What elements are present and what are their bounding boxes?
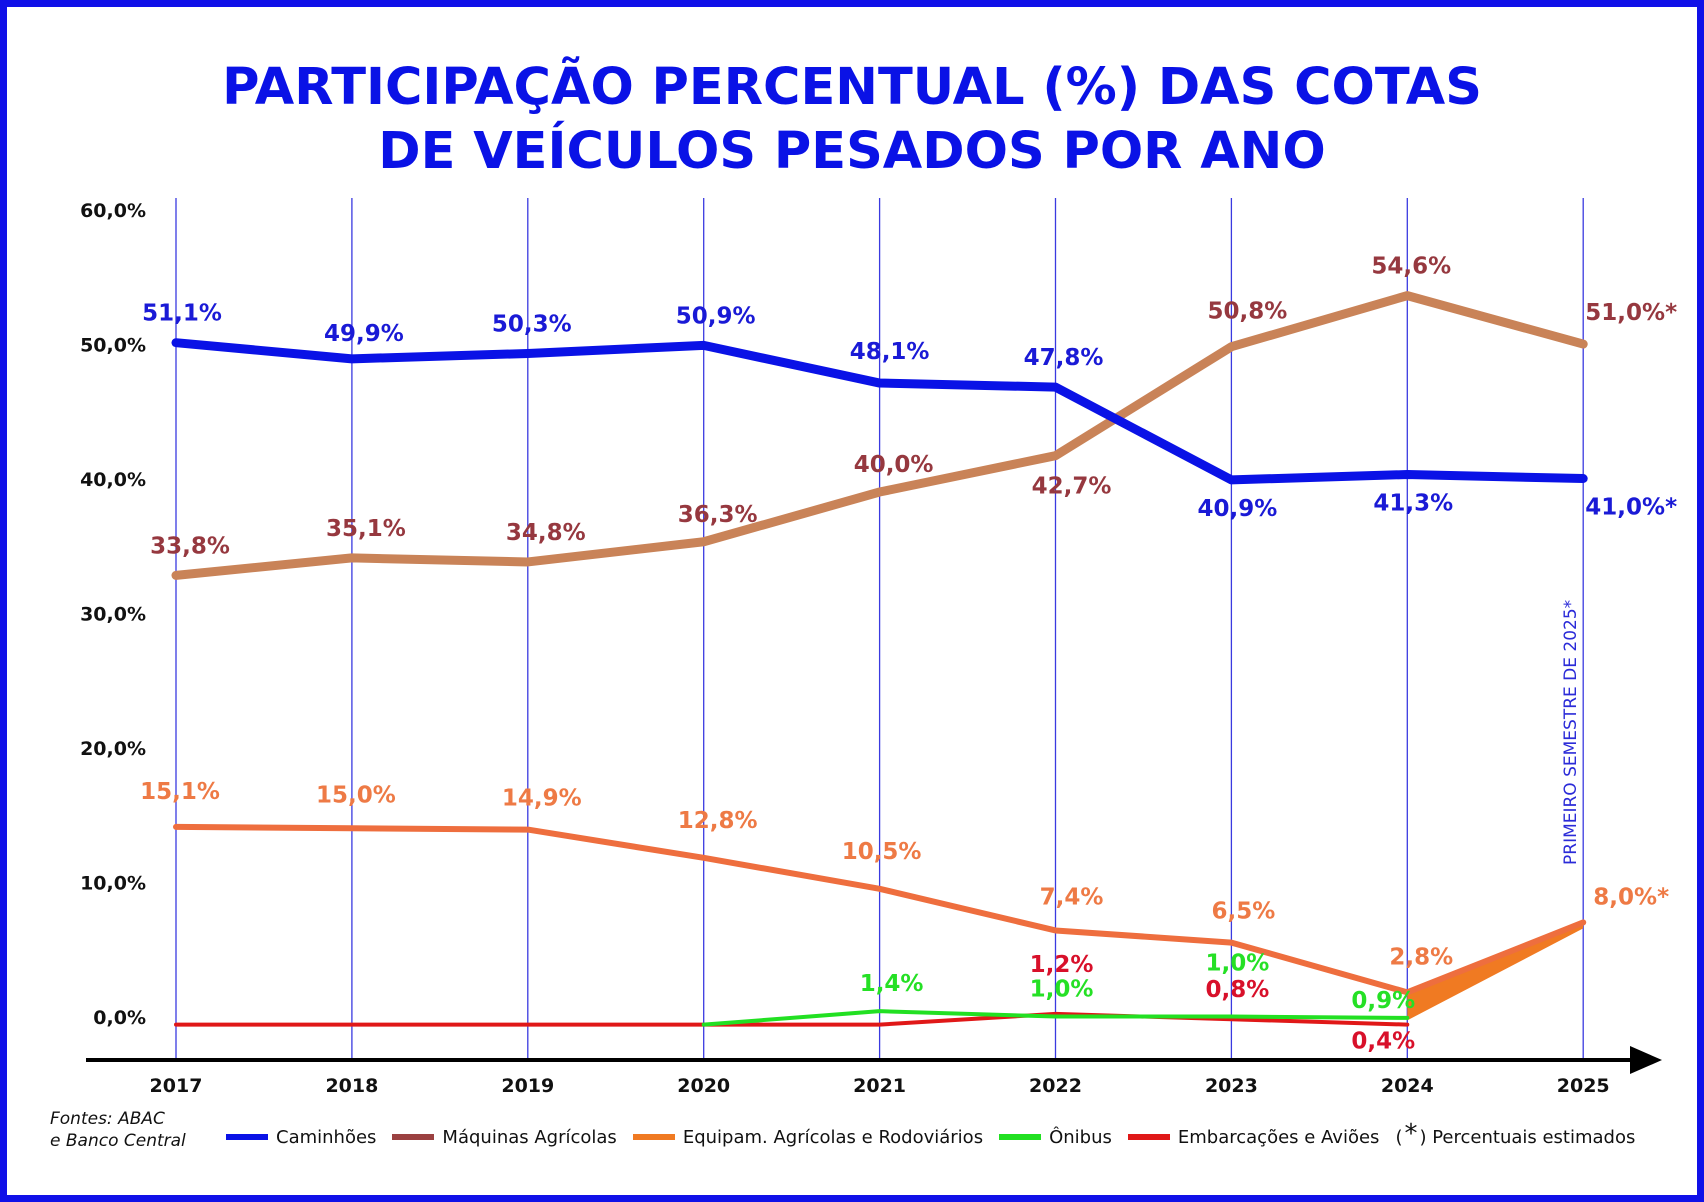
data-label-equipam-agricolas-e-rodoviarios: 8,0%*: [1593, 884, 1669, 910]
data-label-embarcacoes-e-avioes: 0,4%: [1351, 1029, 1415, 1055]
data-label-equipam-agricolas-e-rodoviarios: 14,9%: [502, 786, 582, 812]
y-tick-label: 40,0%: [80, 469, 146, 491]
data-label-maquinas-agricolas: 54,6%: [1371, 254, 1451, 280]
legend-swatch-equipamentos: [632, 1134, 675, 1140]
x-tick-label: 2023: [1205, 1075, 1258, 1097]
source-note: Fontes: ABAC e Banco Central: [50, 1108, 186, 1152]
first-semester-annotation: PRIMEIRO SEMESTRE DE 2025*: [1561, 600, 1581, 865]
data-label-equipam-agricolas-e-rodoviarios: 7,4%: [1040, 884, 1104, 910]
x-axis: [86, 1046, 1662, 1074]
legend: Caminhões Máquinas Agrícolas Equipam. Ag…: [226, 1119, 1636, 1152]
title-line-1: PARTICIPAÇÃO PERCENTUAL (%) DAS COTAS: [222, 58, 1482, 117]
legend-item-onibus: Ônibus: [999, 1127, 1112, 1148]
source-line-2: e Banco Central: [50, 1131, 186, 1151]
data-label-equipam-agricolas-e-rodoviarios: 10,5%: [842, 839, 922, 865]
x-tick-label: 2021: [853, 1075, 906, 1097]
data-labels: 51,1% 49,9% 50,3% 50,9% 48,1% 47,8% 40,9% 41,3%…: [140, 254, 1677, 1055]
legend-swatch-caminhoes: [226, 1134, 268, 1140]
data-label-caminhoes: 40,9%: [1198, 496, 1278, 522]
data-label-equipam-agricolas-e-rodoviarios: 12,8%: [678, 808, 758, 834]
data-label-maquinas-agricolas: 34,8%: [506, 520, 586, 546]
data-label-maquinas-agricolas: 33,8%: [150, 533, 230, 559]
x-tick-label: 2022: [1029, 1075, 1082, 1097]
legend-item-maquinas-agricolas: Máquinas Agrícolas: [392, 1126, 617, 1148]
x-axis-ticks: 2017 2018 2019 2020 2021 2022 2023 2024 2025: [150, 1075, 1610, 1097]
data-label-onibus: 1,0%: [1206, 951, 1270, 977]
data-label-maquinas-agricolas: 35,1%: [326, 516, 406, 542]
data-label-equipam-agricolas-e-rodoviarios: 15,1%: [140, 779, 220, 805]
y-tick-label: 20,0%: [80, 738, 146, 760]
footnote-paren: (: [1395, 1126, 1403, 1148]
x-axis-arrow-icon: [1630, 1046, 1662, 1074]
series-line-caminhoes: [171, 338, 1588, 485]
data-label-caminhoes: 47,8%: [1024, 345, 1104, 371]
series-line-onibus: [701, 1009, 1410, 1027]
data-label-caminhoes: 50,3%: [492, 311, 572, 337]
data-label-maquinas-agricolas: 40,0%: [854, 452, 934, 478]
x-tick-label: 2024: [1381, 1075, 1434, 1097]
data-label-onibus: 1,4%: [860, 971, 924, 997]
legend-item-embarcacoes: Embarcações e Aviões: [1127, 1126, 1380, 1148]
estimate-wedge: [1407, 920, 1584, 1021]
data-label-maquinas-agricolas: 36,3%: [678, 502, 758, 528]
series-line-maquinas-agricolas: [171, 291, 1588, 580]
extrapolation-fill: [1407, 920, 1584, 1021]
x-tick-label: 2025: [1557, 1075, 1610, 1097]
data-label-onibus: 0,9%: [1351, 988, 1415, 1014]
legend-label-equipamentos: Equipam. Agrícolas e Rodoviários: [682, 1126, 984, 1148]
legend-swatch-onibus: [999, 1134, 1042, 1140]
x-tick-label: 2020: [677, 1075, 730, 1097]
x-tick-label: 2017: [150, 1075, 203, 1097]
data-label-maquinas-agricolas: 51,0%*: [1585, 300, 1677, 326]
series-lines: [171, 291, 1588, 1027]
legend-label-caminhoes: Caminhões: [276, 1126, 377, 1148]
legend-item-equipamentos: Equipam. Agrícolas e Rodoviários: [632, 1126, 984, 1148]
data-label-caminhoes: 48,1%: [850, 339, 930, 365]
y-tick-label: 30,0%: [80, 604, 146, 626]
title-line-2: DE VEÍCULOS PESADOS POR ANO: [378, 122, 1326, 181]
series-line-equipam-agricolas-e-rodoviarios: [173, 823, 1587, 996]
legend-label-maquinas-agricolas: Máquinas Agrícolas: [442, 1126, 617, 1148]
footnote-text: ) Percentuais estimados: [1419, 1126, 1636, 1148]
y-axis-ticks: 0,0% 10,0% 20,0% 30,0% 40,0% 50,0% 60,0%: [80, 200, 146, 1029]
data-label-equipam-agricolas-e-rodoviarios: 15,0%: [316, 782, 396, 808]
data-label-embarcacoes-e-avioes: 1,2%: [1030, 952, 1094, 978]
y-tick-label: 0,0%: [93, 1007, 146, 1029]
data-label-maquinas-agricolas: 42,7%: [1032, 474, 1112, 500]
data-label-caminhoes: 51,1%: [142, 301, 222, 327]
data-label-caminhoes: 49,9%: [324, 321, 404, 347]
y-tick-label: 10,0%: [80, 873, 146, 895]
source-line-1: Fontes: ABAC: [50, 1109, 165, 1129]
data-label-equipam-agricolas-e-rodoviarios: 6,5%: [1212, 899, 1276, 925]
x-tick-label: 2018: [325, 1075, 378, 1097]
legend-label-embarcacoes: Embarcações e Aviões: [1177, 1126, 1380, 1148]
footnote-estimated: ( * ) Percentuais estimados: [1395, 1119, 1636, 1152]
y-tick-label: 60,0%: [80, 200, 146, 222]
legend-item-caminhoes: Caminhões: [226, 1127, 376, 1148]
x-tick-label: 2019: [501, 1075, 554, 1097]
y-tick-label: 50,0%: [80, 335, 146, 357]
legend-swatch-embarcacoes: [1127, 1134, 1170, 1140]
legend-label-onibus: Ônibus: [1049, 1126, 1112, 1148]
data-label-maquinas-agricolas: 50,8%: [1208, 299, 1288, 325]
data-label-onibus: 1,0%: [1030, 977, 1094, 1003]
data-label-caminhoes: 41,0%*: [1585, 495, 1677, 521]
data-label-caminhoes: 50,9%: [676, 303, 756, 329]
asterisk-icon: *: [1404, 1119, 1418, 1149]
data-label-equipam-agricolas-e-rodoviarios: 2,8%: [1389, 944, 1453, 970]
chart-title: PARTICIPAÇÃO PERCENTUAL (%) DAS COTAS DE…: [0, 56, 1704, 184]
legend-swatch-maquinas-agricolas: [392, 1134, 435, 1140]
data-label-caminhoes: 41,3%: [1373, 491, 1453, 517]
data-label-embarcacoes-e-avioes: 0,8%: [1206, 977, 1270, 1003]
